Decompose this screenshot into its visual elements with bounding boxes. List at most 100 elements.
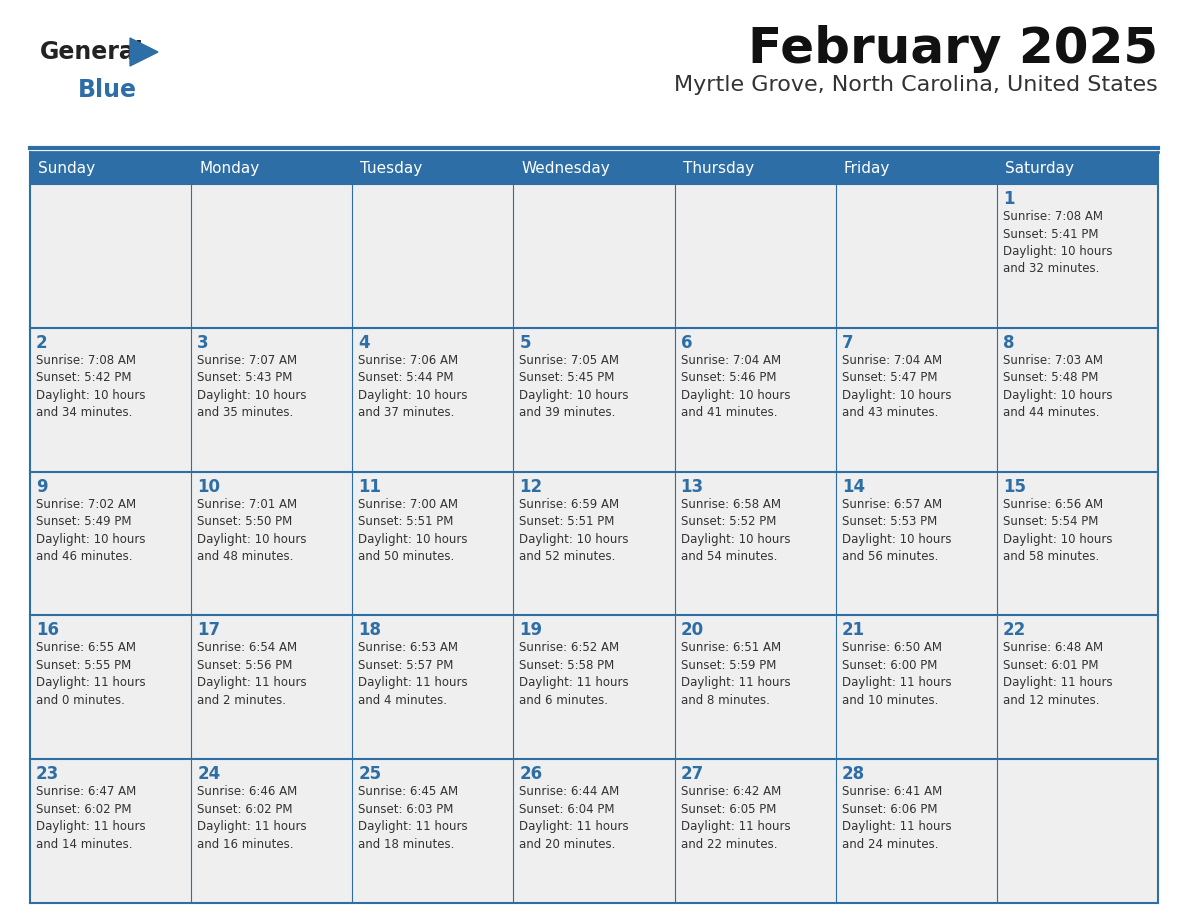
Text: 23: 23 — [36, 766, 59, 783]
Text: 20: 20 — [681, 621, 703, 640]
Text: Sunrise: 7:08 AM
Sunset: 5:41 PM
Daylight: 10 hours
and 32 minutes.: Sunrise: 7:08 AM Sunset: 5:41 PM Dayligh… — [1003, 210, 1112, 275]
Text: 1: 1 — [1003, 190, 1015, 208]
Bar — [513, 472, 675, 615]
Bar — [30, 184, 191, 328]
Text: General: General — [40, 40, 144, 64]
Bar — [353, 615, 513, 759]
Bar — [675, 152, 835, 184]
Bar — [675, 184, 835, 328]
Text: Tuesday: Tuesday — [360, 161, 423, 175]
Text: Sunrise: 6:55 AM
Sunset: 5:55 PM
Daylight: 11 hours
and 0 minutes.: Sunrise: 6:55 AM Sunset: 5:55 PM Dayligh… — [36, 642, 146, 707]
Text: Sunrise: 6:57 AM
Sunset: 5:53 PM
Daylight: 10 hours
and 56 minutes.: Sunrise: 6:57 AM Sunset: 5:53 PM Dayligh… — [842, 498, 952, 563]
Text: 15: 15 — [1003, 477, 1026, 496]
Text: Sunrise: 6:56 AM
Sunset: 5:54 PM
Daylight: 10 hours
and 58 minutes.: Sunrise: 6:56 AM Sunset: 5:54 PM Dayligh… — [1003, 498, 1112, 563]
Text: Sunrise: 7:00 AM
Sunset: 5:51 PM
Daylight: 10 hours
and 50 minutes.: Sunrise: 7:00 AM Sunset: 5:51 PM Dayligh… — [359, 498, 468, 563]
Bar — [353, 759, 513, 903]
Text: 21: 21 — [842, 621, 865, 640]
Text: 27: 27 — [681, 766, 703, 783]
Text: Sunrise: 6:52 AM
Sunset: 5:58 PM
Daylight: 11 hours
and 6 minutes.: Sunrise: 6:52 AM Sunset: 5:58 PM Dayligh… — [519, 642, 630, 707]
Text: Friday: Friday — [843, 161, 890, 175]
Bar — [353, 472, 513, 615]
Text: 5: 5 — [519, 334, 531, 352]
Bar — [997, 152, 1158, 184]
Text: Sunrise: 6:45 AM
Sunset: 6:03 PM
Daylight: 11 hours
and 18 minutes.: Sunrise: 6:45 AM Sunset: 6:03 PM Dayligh… — [359, 785, 468, 851]
Bar — [997, 328, 1158, 472]
Bar — [835, 472, 997, 615]
Bar — [30, 328, 191, 472]
Text: Sunrise: 6:51 AM
Sunset: 5:59 PM
Daylight: 11 hours
and 8 minutes.: Sunrise: 6:51 AM Sunset: 5:59 PM Dayligh… — [681, 642, 790, 707]
Text: 16: 16 — [36, 621, 59, 640]
Text: 9: 9 — [36, 477, 48, 496]
Bar — [353, 152, 513, 184]
Text: 19: 19 — [519, 621, 543, 640]
Text: 24: 24 — [197, 766, 221, 783]
Text: 18: 18 — [359, 621, 381, 640]
Bar — [675, 472, 835, 615]
Text: 3: 3 — [197, 334, 209, 352]
Text: Sunrise: 7:02 AM
Sunset: 5:49 PM
Daylight: 10 hours
and 46 minutes.: Sunrise: 7:02 AM Sunset: 5:49 PM Dayligh… — [36, 498, 145, 563]
Polygon shape — [129, 38, 158, 66]
Text: Sunrise: 6:59 AM
Sunset: 5:51 PM
Daylight: 10 hours
and 52 minutes.: Sunrise: 6:59 AM Sunset: 5:51 PM Dayligh… — [519, 498, 628, 563]
Text: Saturday: Saturday — [1005, 161, 1074, 175]
Bar — [30, 152, 191, 184]
Bar — [30, 615, 191, 759]
Text: Sunrise: 6:48 AM
Sunset: 6:01 PM
Daylight: 11 hours
and 12 minutes.: Sunrise: 6:48 AM Sunset: 6:01 PM Dayligh… — [1003, 642, 1112, 707]
Text: Sunrise: 6:53 AM
Sunset: 5:57 PM
Daylight: 11 hours
and 4 minutes.: Sunrise: 6:53 AM Sunset: 5:57 PM Dayligh… — [359, 642, 468, 707]
Text: Myrtle Grove, North Carolina, United States: Myrtle Grove, North Carolina, United Sta… — [675, 75, 1158, 95]
Bar — [513, 615, 675, 759]
Text: Sunday: Sunday — [38, 161, 95, 175]
Text: 17: 17 — [197, 621, 220, 640]
Bar — [835, 615, 997, 759]
Bar — [835, 152, 997, 184]
Bar — [835, 328, 997, 472]
Bar — [675, 615, 835, 759]
Text: 28: 28 — [842, 766, 865, 783]
Bar — [997, 472, 1158, 615]
Text: Sunrise: 7:07 AM
Sunset: 5:43 PM
Daylight: 10 hours
and 35 minutes.: Sunrise: 7:07 AM Sunset: 5:43 PM Dayligh… — [197, 353, 307, 420]
Text: Sunrise: 7:03 AM
Sunset: 5:48 PM
Daylight: 10 hours
and 44 minutes.: Sunrise: 7:03 AM Sunset: 5:48 PM Dayligh… — [1003, 353, 1112, 420]
Bar — [191, 759, 353, 903]
Text: 8: 8 — [1003, 334, 1015, 352]
Text: February 2025: February 2025 — [748, 25, 1158, 73]
Text: Sunrise: 7:04 AM
Sunset: 5:46 PM
Daylight: 10 hours
and 41 minutes.: Sunrise: 7:04 AM Sunset: 5:46 PM Dayligh… — [681, 353, 790, 420]
Bar — [353, 328, 513, 472]
Text: Blue: Blue — [78, 78, 137, 102]
Text: Sunrise: 6:47 AM
Sunset: 6:02 PM
Daylight: 11 hours
and 14 minutes.: Sunrise: 6:47 AM Sunset: 6:02 PM Dayligh… — [36, 785, 146, 851]
Text: Sunrise: 6:58 AM
Sunset: 5:52 PM
Daylight: 10 hours
and 54 minutes.: Sunrise: 6:58 AM Sunset: 5:52 PM Dayligh… — [681, 498, 790, 563]
Bar — [835, 184, 997, 328]
Bar — [513, 328, 675, 472]
Text: Sunrise: 7:01 AM
Sunset: 5:50 PM
Daylight: 10 hours
and 48 minutes.: Sunrise: 7:01 AM Sunset: 5:50 PM Dayligh… — [197, 498, 307, 563]
Text: Sunrise: 6:50 AM
Sunset: 6:00 PM
Daylight: 11 hours
and 10 minutes.: Sunrise: 6:50 AM Sunset: 6:00 PM Dayligh… — [842, 642, 952, 707]
Text: Sunrise: 7:08 AM
Sunset: 5:42 PM
Daylight: 10 hours
and 34 minutes.: Sunrise: 7:08 AM Sunset: 5:42 PM Dayligh… — [36, 353, 145, 420]
Text: Thursday: Thursday — [683, 161, 753, 175]
Bar — [835, 759, 997, 903]
Bar — [353, 184, 513, 328]
Bar — [191, 328, 353, 472]
Text: Sunrise: 6:42 AM
Sunset: 6:05 PM
Daylight: 11 hours
and 22 minutes.: Sunrise: 6:42 AM Sunset: 6:05 PM Dayligh… — [681, 785, 790, 851]
Text: 2: 2 — [36, 334, 48, 352]
Text: Sunrise: 7:04 AM
Sunset: 5:47 PM
Daylight: 10 hours
and 43 minutes.: Sunrise: 7:04 AM Sunset: 5:47 PM Dayligh… — [842, 353, 952, 420]
Text: Monday: Monday — [200, 161, 259, 175]
Text: 22: 22 — [1003, 621, 1026, 640]
Text: 26: 26 — [519, 766, 543, 783]
Bar — [675, 328, 835, 472]
Text: 14: 14 — [842, 477, 865, 496]
Text: 11: 11 — [359, 477, 381, 496]
Text: 13: 13 — [681, 477, 703, 496]
Text: 10: 10 — [197, 477, 220, 496]
Bar — [513, 152, 675, 184]
Text: Wednesday: Wednesday — [522, 161, 611, 175]
Bar — [191, 615, 353, 759]
Text: 25: 25 — [359, 766, 381, 783]
Text: Sunrise: 7:06 AM
Sunset: 5:44 PM
Daylight: 10 hours
and 37 minutes.: Sunrise: 7:06 AM Sunset: 5:44 PM Dayligh… — [359, 353, 468, 420]
Bar — [675, 759, 835, 903]
Text: Sunrise: 6:44 AM
Sunset: 6:04 PM
Daylight: 11 hours
and 20 minutes.: Sunrise: 6:44 AM Sunset: 6:04 PM Dayligh… — [519, 785, 630, 851]
Text: 12: 12 — [519, 477, 543, 496]
Text: Sunrise: 6:41 AM
Sunset: 6:06 PM
Daylight: 11 hours
and 24 minutes.: Sunrise: 6:41 AM Sunset: 6:06 PM Dayligh… — [842, 785, 952, 851]
Bar — [30, 472, 191, 615]
Bar — [997, 615, 1158, 759]
Bar — [513, 184, 675, 328]
Bar — [997, 759, 1158, 903]
Bar — [997, 184, 1158, 328]
Text: Sunrise: 6:54 AM
Sunset: 5:56 PM
Daylight: 11 hours
and 2 minutes.: Sunrise: 6:54 AM Sunset: 5:56 PM Dayligh… — [197, 642, 307, 707]
